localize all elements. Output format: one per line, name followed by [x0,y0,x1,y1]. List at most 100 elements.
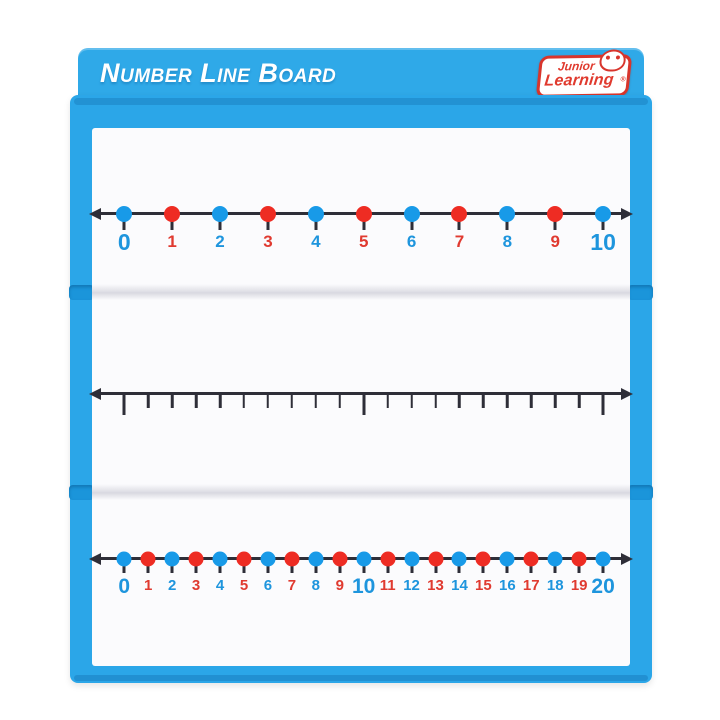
number-dot-5 [355,205,372,222]
number-dot-7 [451,205,468,222]
number-dot-10 [356,551,372,566]
fold-line-bottom [92,484,630,500]
number-line-0-20: 0 1 2 3 4 5 6 7 8 9 10 11 12 13 14 15 16 17 18 19 20 [89,534,633,646]
number-label-8: 8 [502,232,513,251]
number-label-10: 10 [352,575,376,598]
dot-stem [266,560,270,573]
number-label-17: 17 [522,577,540,594]
hinge-left-top [69,285,94,300]
junior-learning-logo: Junior Learning ® [535,49,633,98]
number-line-axis [99,392,623,395]
number-label-3: 3 [263,232,273,251]
dot-stem [410,215,414,230]
dot-stem [601,215,605,230]
dot-stem [386,560,390,573]
number-label-5: 5 [239,577,249,594]
number-dot-9 [332,551,348,566]
number-dot-15 [475,551,491,566]
number-label-20: 20 [591,575,615,598]
tick-mark [601,393,605,415]
number-label-8: 8 [311,577,320,594]
number-dot-6 [403,205,420,222]
dot-stem [457,215,461,230]
tick-mark [314,393,318,408]
number-dot-2 [164,551,180,566]
number-dot-18 [547,551,563,566]
number-label-1: 1 [167,232,177,251]
number-dot-20 [595,551,611,566]
arrow-left-icon [89,552,101,565]
tick-mark [218,393,222,408]
board-title: Number Line Board [100,58,337,88]
dot-stem [170,560,174,573]
dot-stem [362,560,366,573]
number-dot-0 [116,551,132,566]
number-label-10: 10 [590,229,616,255]
dot-stem [553,560,557,573]
number-label-9: 9 [550,232,560,251]
number-dot-3 [188,551,204,566]
dot-stem [338,560,342,573]
dot-stem [170,215,174,230]
dot-stem [122,560,126,573]
hinge-right-bottom [628,485,653,500]
tick-mark [290,393,294,408]
number-dot-14 [451,551,467,566]
dot-stem [314,215,318,230]
number-label-4: 4 [311,232,321,251]
dot-stem [553,215,557,230]
number-label-13: 13 [427,577,444,594]
number-label-0: 0 [118,575,131,598]
number-label-0: 0 [117,229,131,255]
arrow-left-icon [89,207,101,220]
tick-mark [338,393,341,408]
number-dot-12 [404,551,420,566]
number-dot-11 [380,551,396,566]
tick-mark [530,393,533,408]
number-label-4: 4 [215,577,225,594]
number-dot-6 [260,551,276,566]
tick-mark [194,393,198,408]
dot-stem [146,560,150,573]
number-label-3: 3 [191,577,201,594]
number-dot-9 [547,205,564,222]
tick-mark [386,393,389,408]
number-dot-10 [595,205,612,222]
number-dot-1 [140,551,156,566]
number-label-15: 15 [475,577,492,594]
tick-mark [362,393,366,415]
number-label-11: 11 [379,577,396,594]
dot-stem [529,560,533,573]
tick-mark [577,393,581,408]
number-dot-4 [307,205,324,222]
fold-line-top [92,284,630,300]
dot-stem [362,215,366,230]
number-dot-1 [164,205,181,222]
number-dot-8 [499,205,516,222]
number-label-6: 6 [263,577,273,594]
number-label-18: 18 [546,577,564,594]
tick-mark [506,393,509,408]
dot-stem [601,560,605,573]
number-dot-17 [523,551,539,566]
dot-stem [122,215,126,230]
number-label-12: 12 [403,577,420,594]
number-line-0-10: 0 1 2 3 4 5 6 7 8 9 10 [89,188,633,300]
tick-mark [458,393,461,408]
number-dot-0 [116,205,133,222]
number-label-9: 9 [335,577,344,594]
tick-mark [482,393,485,408]
arrow-right-icon [621,552,633,565]
dot-stem [266,215,270,230]
tick-mark [242,393,246,408]
tick-mark [410,393,413,408]
number-label-7: 7 [454,232,465,251]
dot-stem [434,560,437,573]
arrow-right-icon [621,387,633,400]
number-dot-3 [259,205,276,222]
number-dot-4 [212,551,228,566]
number-label-7: 7 [287,577,297,594]
tick-mark [553,393,557,408]
board-frame: 0 1 2 3 4 5 6 7 8 9 10 0 1 2 3 4 5 6 7 8 9 10 11 12 13 14 15 16 17 1… [69,95,653,683]
